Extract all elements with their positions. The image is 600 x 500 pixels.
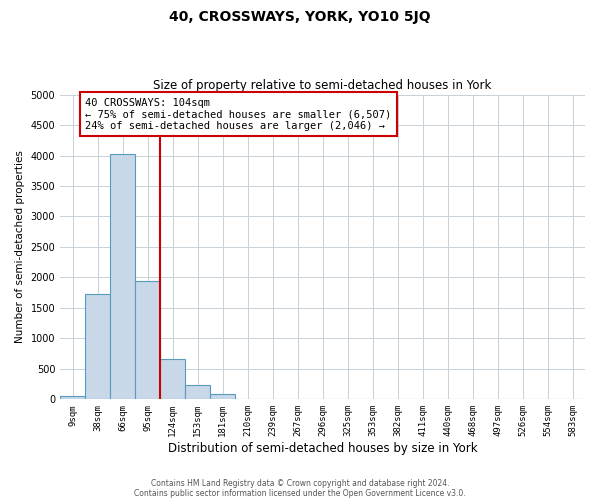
Bar (135, 281, 160, 400)
Bar (85, 294, 110, 400)
Bar (160, 359, 185, 400)
Bar (210, 394, 235, 400)
Text: 40 CROSSWAYS: 104sqm
← 75% of semi-detached houses are smaller (6,507)
24% of se: 40 CROSSWAYS: 104sqm ← 75% of semi-detac… (85, 98, 391, 131)
X-axis label: Distribution of semi-detached houses by size in York: Distribution of semi-detached houses by … (168, 442, 478, 455)
Bar (60, 396, 85, 400)
Title: Size of property relative to semi-detached houses in York: Size of property relative to semi-detach… (154, 79, 492, 92)
Y-axis label: Number of semi-detached properties: Number of semi-detached properties (15, 150, 25, 344)
Bar (185, 386, 210, 400)
Text: Contains public sector information licensed under the Open Government Licence v3: Contains public sector information licen… (134, 488, 466, 498)
Bar (110, 154, 135, 400)
Text: Contains HM Land Registry data © Crown copyright and database right 2024.: Contains HM Land Registry data © Crown c… (151, 478, 449, 488)
Text: 40, CROSSWAYS, YORK, YO10 5JQ: 40, CROSSWAYS, YORK, YO10 5JQ (169, 10, 431, 24)
